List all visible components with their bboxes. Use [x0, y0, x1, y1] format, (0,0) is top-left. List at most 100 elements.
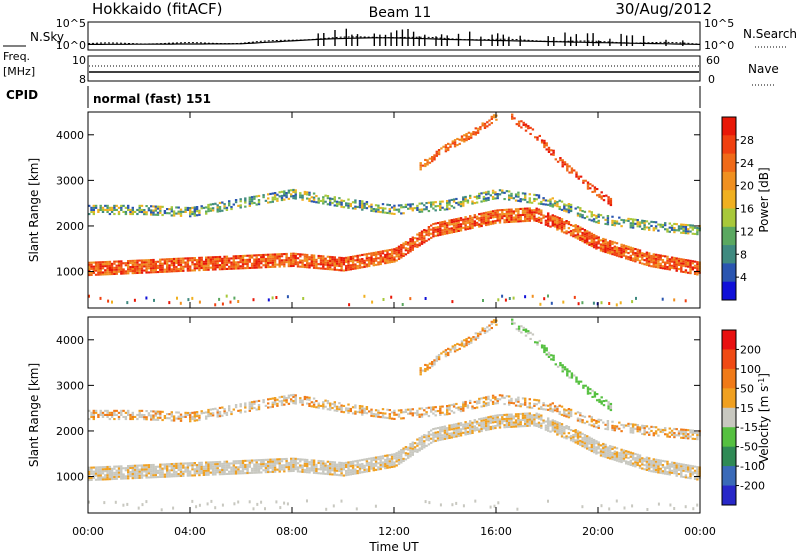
echo-cell	[591, 420, 593, 422]
echo-cell	[655, 459, 657, 461]
echo-cell	[687, 477, 689, 479]
echo-cell	[276, 462, 278, 464]
echo-cell	[577, 227, 579, 229]
echo-cell	[210, 409, 212, 411]
echo-cell	[389, 415, 391, 417]
echo-cell	[666, 473, 668, 475]
echo-cell	[380, 460, 382, 462]
echo-cell	[244, 197, 246, 199]
echo-cell	[281, 466, 283, 468]
nsky-tick-top: 10^5	[56, 17, 86, 30]
echo-cell	[398, 453, 400, 455]
echo-cell	[308, 461, 310, 463]
echo-cell	[673, 223, 675, 225]
echo-cell	[533, 405, 535, 407]
echo-cell	[203, 267, 205, 269]
echo-cell	[223, 266, 225, 268]
echo-cell	[400, 461, 402, 463]
echo-cell	[593, 447, 595, 449]
echo-cell	[173, 420, 175, 422]
echo-cell	[678, 264, 680, 266]
echo-cell	[414, 412, 416, 414]
echo-cell	[685, 299, 687, 302]
echo-cell	[299, 266, 301, 268]
echo-cell	[547, 426, 549, 428]
nsky-spike	[592, 33, 593, 46]
echo-cell	[614, 242, 616, 244]
echo-cell	[205, 267, 207, 269]
echo-cell	[139, 211, 141, 213]
echo-cell	[155, 210, 157, 212]
echo-cell	[571, 169, 573, 171]
echo-cell	[148, 412, 150, 414]
echo-cell	[164, 417, 166, 419]
echo-cell	[517, 210, 519, 212]
echo-cell	[643, 224, 645, 226]
echo-cell	[350, 260, 352, 262]
echo-cell	[637, 253, 639, 255]
echo-cell	[150, 470, 152, 472]
echo-cell	[561, 423, 563, 425]
echo-cell	[575, 176, 577, 178]
echo-cell	[212, 412, 214, 414]
echo-cell	[311, 263, 313, 265]
echo-cell	[340, 470, 342, 472]
echo-cell	[497, 418, 499, 420]
echo-cell	[448, 228, 450, 230]
echo-cell	[221, 266, 223, 268]
echo-cell	[382, 259, 384, 261]
echo-cell	[106, 466, 108, 468]
echo-cell	[533, 211, 535, 213]
echo-cell	[419, 236, 421, 238]
echo-cell	[322, 469, 324, 471]
echo-cell	[420, 162, 422, 164]
echo-cell	[423, 239, 425, 241]
echo-cell	[581, 441, 583, 443]
echo-cell	[540, 425, 542, 427]
echo-cell	[469, 195, 471, 197]
echo-cell	[462, 432, 464, 434]
echo-cell	[685, 232, 687, 234]
echo-cell	[575, 433, 577, 435]
echo-cell	[694, 265, 696, 267]
echo-cell	[637, 257, 639, 259]
echo-cell	[338, 265, 340, 267]
echo-cell	[623, 255, 625, 257]
echo-cell	[345, 202, 347, 204]
echo-cell	[464, 196, 466, 198]
echo-cell	[405, 454, 407, 456]
echo-cell	[611, 454, 613, 456]
echo-cell	[152, 470, 154, 472]
echo-cell	[166, 260, 168, 262]
echo-cell	[382, 414, 384, 416]
echo-cell	[311, 196, 313, 198]
echo-cell	[111, 414, 113, 416]
echo-cell	[689, 471, 691, 473]
echo-cell	[634, 223, 636, 225]
echo-cell	[93, 418, 95, 420]
echo-cell	[637, 219, 639, 221]
echo-cell	[607, 215, 609, 217]
echo-cell	[648, 261, 650, 263]
echo-cell	[178, 467, 180, 469]
echo-cell	[662, 472, 664, 474]
echo-cell	[141, 270, 143, 272]
echo-cell	[217, 258, 219, 260]
echo-cell	[641, 254, 643, 256]
echo-cell	[347, 461, 349, 463]
echo-cell	[155, 468, 157, 470]
echo-cell	[634, 428, 636, 430]
echo-cell	[595, 215, 597, 217]
echo-cell	[111, 207, 113, 209]
echo-cell	[301, 260, 303, 262]
echo-cell	[522, 220, 524, 222]
echo-cell	[572, 430, 574, 432]
echo-cell	[646, 425, 648, 427]
echo-cell	[503, 192, 505, 194]
echo-cell	[221, 465, 223, 467]
echo-cell	[454, 145, 456, 147]
echo-cell	[389, 210, 391, 212]
echo-cell	[446, 437, 448, 439]
echo-cell	[484, 127, 486, 129]
echo-cell	[657, 435, 659, 437]
